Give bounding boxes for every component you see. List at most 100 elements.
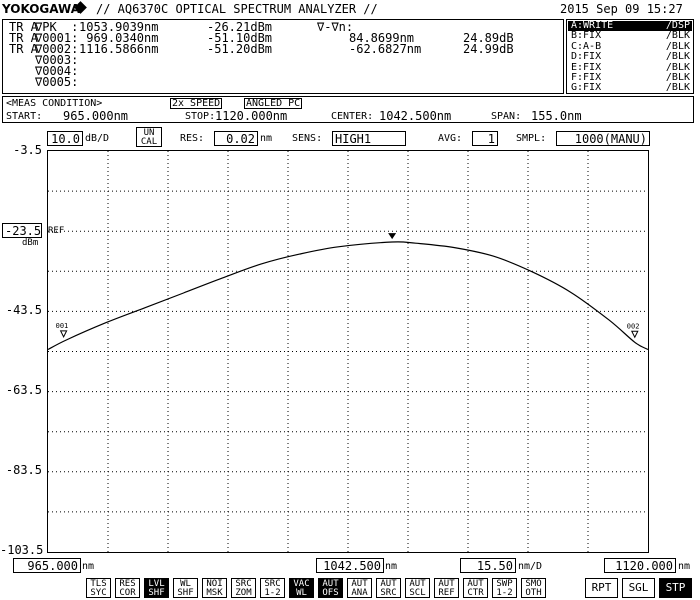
softkey-aut-ctr[interactable]: AUT CTR [463,578,488,598]
trace-e-row[interactable]: E:FIX/BLK [568,62,692,73]
marker-wl: 1116.5866nm [79,42,159,56]
trace-label: C:A-B [571,40,602,52]
softkey-swp-1-2[interactable]: SWP 1-2 [492,578,517,598]
softkey-line2: CTR [467,588,484,598]
ref-level-field[interactable]: -23.5 [2,223,42,238]
y-tick-label: -63.5 [5,383,42,397]
marker-name: ∇0003: [35,53,79,67]
marker-name: ∇0004: [35,64,79,78]
start-label: START: [6,111,43,122]
softkey-line2: COR [119,588,136,598]
softkey-aut-ref[interactable]: AUT REF [434,578,459,598]
trace-mode: /BLK [665,72,690,83]
marker-wl: 1053.9039nm [79,20,159,34]
avg-label: AVG: [438,133,463,144]
marker-name: ∇0005: [35,75,79,89]
trace-c-row[interactable]: C:A-B/BLK [568,40,692,52]
center-label: CENTER: [331,111,374,122]
meas-condition-panel: <MEAS CONDITION> 2x SPEED ANGLED PC STAR… [2,96,694,123]
sens-label: SENS: [292,133,323,144]
trace-label: A:WRITE [571,20,614,31]
softkey-line1: TLS [90,579,107,589]
softkey-line2: SCL [409,588,426,598]
softkey-line2: SYC [90,588,107,598]
softkey-res-cor[interactable]: RES COR [115,578,140,598]
res-unit: nm [260,133,273,144]
trace-b-row[interactable]: B:FIX/BLK [568,31,692,41]
trace-label: G:FIX [571,82,602,94]
meas-condition-heading: <MEAS CONDITION> [6,98,103,109]
softkey-smo-oth[interactable]: SMO OTH [521,578,546,598]
trace-mode: /BLK [665,30,690,42]
span-per-div-unit: nm/D [518,561,543,572]
marker-name: ∇0002: [35,42,79,56]
softkey-vac-wl[interactable]: VAC WL [289,578,314,598]
softkey-aut-scl[interactable]: AUT SCL [405,578,430,598]
marker-triangle-icon [59,330,68,338]
softkey-line1: VAC [293,579,310,589]
window-title: // AQ6370C OPTICAL SPECTRUM ANALYZER // [96,2,378,16]
softkey-line2: ZOM [235,588,252,598]
trace-a-row[interactable]: A:WRITE/DSP [568,21,692,31]
scale-field[interactable]: 10.0 [47,131,83,146]
softkey-src-zom[interactable]: SRC ZOM [231,578,256,598]
title-bar: YOKOGAWA // AQ6370C OPTICAL SPECTRUM ANA… [0,0,700,17]
start-wl-unit: nm [82,561,95,572]
softkey-line2: MSK [206,588,223,598]
stop-wl-field[interactable]: 1120.000 [604,558,676,573]
center-wl-field[interactable]: 1042.500 [316,558,384,573]
sgl-button[interactable]: SGL [622,578,655,598]
marker-dlevel: 24.89dB [463,31,514,45]
marker-trace: TR A [9,20,38,34]
softkey-lvl-shf[interactable]: LVL SHF [144,578,169,598]
trace-mode: /BLK [665,82,690,94]
trace-g-row[interactable]: G:FIX/BLK [568,83,692,93]
softkey-line2: SHF [177,588,194,598]
softkey-line2: OTH [525,588,542,598]
delta-marker-label: ∇-∇n: [317,20,354,34]
softkey-line1: AUT [351,579,368,589]
softkey-line1: WL [180,579,191,589]
span-per-div-field[interactable]: 15.50 [460,558,516,573]
softkey-line1: AUT [438,579,455,589]
spectrum-plot: 001 002 [48,151,648,552]
softkey-line2: REF [438,588,455,598]
rpt-button[interactable]: RPT [585,578,618,598]
softkey-aut-ana[interactable]: AUT ANA [347,578,372,598]
softkey-line1: SWP [496,579,513,589]
marker-name: ∇0001: [35,31,79,45]
marker-level: -51.20dBm [207,42,273,56]
trace-panel: A:WRITE/DSP B:FIX/BLK C:A-B/BLK D:FIX/BLK E:… [566,19,694,94]
resolution-field[interactable]: 0.02 [214,131,258,146]
trace-mode: /DSP [665,20,690,31]
softkey-line1: SRC [235,579,252,589]
peak-marker-icon [388,233,397,240]
trace-mode: /BLK [665,40,690,52]
softkey-line1: AUT [322,579,339,589]
softkey-tls-syc[interactable]: TLS SYC [86,578,111,598]
y-tick-label: -103.5 [0,543,44,557]
start-wl-field[interactable]: 965.000 [13,558,81,573]
y-tick-label: -83.5 [5,463,42,477]
marker-panel: ∇-∇n: TR A ∇PK :1053.9039nm -26.21dBm TR A ∇… [2,19,564,94]
y-unit-label: dBm [22,238,39,248]
average-field[interactable]: 1 [472,131,498,146]
trace-f-row[interactable]: F:FIX/BLK [568,73,692,83]
softkey-aut-src[interactable]: AUT SRC [376,578,401,598]
trace-d-row[interactable]: D:FIX/BLK [568,52,692,62]
marker-trace: TR A [9,31,38,45]
center-wl-unit: nm [385,561,398,572]
softkey-wl-shf[interactable]: WL SHF [173,578,198,598]
softkey-line1: SRC [264,579,281,589]
sampling-field[interactable]: 1000(MANU) [556,131,650,146]
span-value: 155.0nm [531,109,582,123]
marker-dwl: 84.8699nm [349,31,415,45]
softkey-noi-msk[interactable]: NOI MSK [202,578,227,598]
softkey-src-1-2[interactable]: SRC 1-2 [260,578,285,598]
sensitivity-field[interactable]: HIGH1 [332,131,406,146]
softkey-aut-ofs[interactable]: AUT OFS [318,578,343,598]
stp-button[interactable]: STP [659,578,692,598]
marker-dwl: -62.6827nm [349,42,422,56]
y-tick-label: -43.5 [5,303,42,317]
softkey-line2: WL [296,588,307,598]
